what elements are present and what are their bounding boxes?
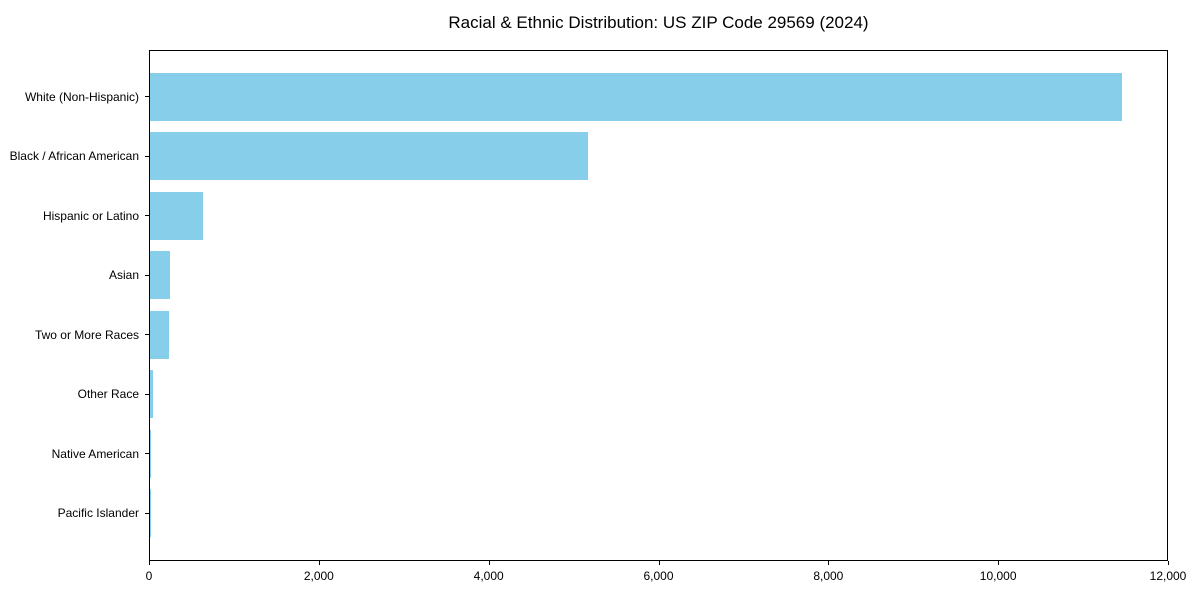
x-tick-mark bbox=[658, 561, 660, 565]
y-label-row-black-african-american: Black / African American bbox=[0, 127, 149, 187]
y-tick-label: Black / African American bbox=[9, 149, 139, 164]
bar-black-african-american bbox=[150, 132, 589, 181]
y-tick-mark bbox=[145, 96, 149, 98]
bar-row-two-or-more-races bbox=[150, 305, 1167, 365]
y-tick-label: Pacific Islander bbox=[57, 506, 139, 521]
bar-hispanic-or-latino bbox=[150, 191, 203, 240]
y-label-row-native-american: Native American bbox=[0, 424, 149, 484]
bar-row-white-non-hispanic bbox=[150, 67, 1167, 127]
x-tick-label: 2,000 bbox=[303, 569, 334, 583]
y-axis-labels: White (Non-Hispanic) Black / African Amer… bbox=[0, 50, 149, 561]
bar-row-asian bbox=[150, 246, 1167, 306]
y-tick-mark bbox=[145, 274, 149, 276]
y-tick-mark bbox=[145, 453, 149, 455]
x-tick-mark bbox=[318, 561, 320, 565]
y-tick-label: Other Race bbox=[77, 387, 139, 402]
chart-title: Racial & Ethnic Distribution: US ZIP Cod… bbox=[448, 13, 869, 32]
bar-asian bbox=[150, 251, 171, 300]
x-tick-mark bbox=[488, 561, 490, 565]
y-label-row-white-non-hispanic: White (Non-Hispanic) bbox=[0, 67, 149, 127]
plot-area bbox=[149, 50, 1168, 561]
y-tick-label: White (Non-Hispanic) bbox=[24, 89, 139, 104]
x-tick-label: 10,000 bbox=[979, 569, 1017, 583]
x-tick-label: 0 bbox=[145, 569, 153, 583]
y-tick-mark bbox=[145, 155, 149, 157]
y-label-row-asian: Asian bbox=[0, 246, 149, 306]
bar-row-native-american bbox=[150, 424, 1167, 484]
y-tick-mark bbox=[145, 393, 149, 395]
x-tick-mark bbox=[828, 561, 830, 565]
y-label-row-other-race: Other Race bbox=[0, 365, 149, 425]
y-label-row-hispanic-or-latino: Hispanic or Latino bbox=[0, 186, 149, 246]
y-label-row-pacific-islander: Pacific Islander bbox=[0, 484, 149, 544]
x-tick-label: 6,000 bbox=[643, 569, 674, 583]
x-axis: 0 2,000 4,000 6,000 8,000 10,000 12,000 bbox=[145, 561, 1186, 593]
x-tick-label: 12,000 bbox=[1149, 569, 1187, 583]
y-tick-mark bbox=[145, 512, 149, 514]
bar-row-other-race bbox=[150, 365, 1167, 425]
bar-native-american bbox=[150, 429, 151, 478]
y-tick-mark bbox=[145, 215, 149, 217]
bar-row-black-african-american bbox=[150, 127, 1167, 187]
y-tick-mark bbox=[145, 334, 149, 336]
bar-row-hispanic-or-latino bbox=[150, 186, 1167, 246]
x-tick-label: 8,000 bbox=[813, 569, 844, 583]
y-tick-label: Native American bbox=[51, 446, 139, 461]
y-label-row-two-or-more-races: Two or More Races bbox=[0, 305, 149, 365]
y-tick-label: Asian bbox=[108, 268, 139, 283]
x-tick-mark bbox=[1168, 561, 1169, 565]
x-tick-label: 4,000 bbox=[473, 569, 504, 583]
bar-other-race bbox=[150, 370, 153, 419]
bar-white-non-hispanic bbox=[150, 72, 1123, 121]
y-tick-label: Two or More Races bbox=[34, 327, 139, 342]
x-tick-mark bbox=[149, 561, 150, 565]
y-tick-label: Hispanic or Latino bbox=[42, 208, 139, 223]
bar-two-or-more-races bbox=[150, 310, 170, 359]
bar-row-pacific-islander bbox=[150, 484, 1167, 544]
x-tick-mark bbox=[998, 561, 1000, 565]
